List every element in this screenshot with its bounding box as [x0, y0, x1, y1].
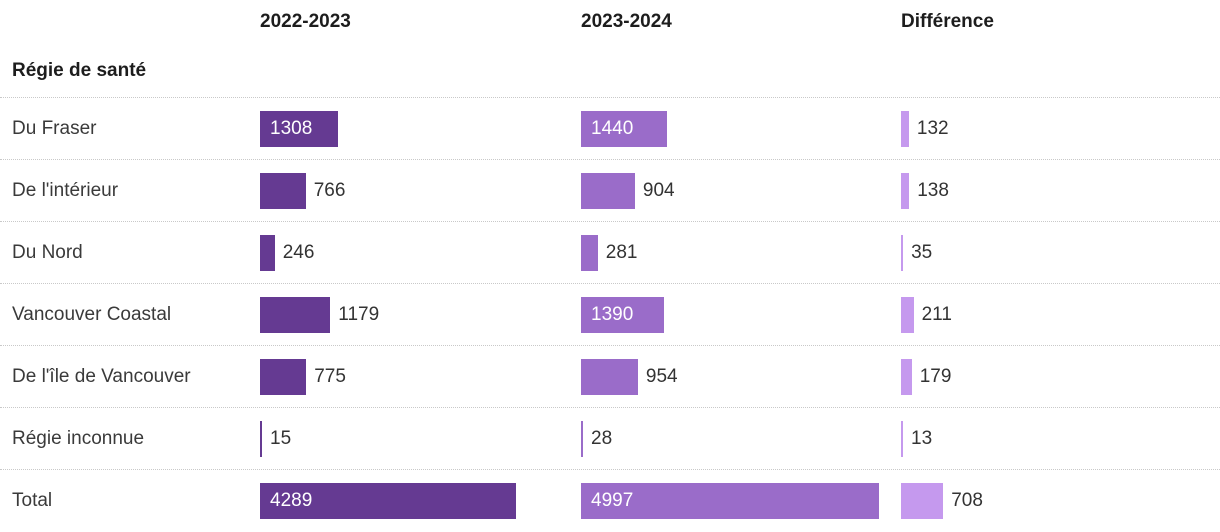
bar-value-2022-2023: 775 [314, 365, 346, 387]
bar-2022-2023 [260, 420, 262, 457]
bar-cell-2023-2024: 1390 [581, 284, 901, 345]
bar-2022-2023 [260, 296, 331, 333]
bar-2023-2024: 1440 [581, 110, 667, 147]
table-row: De l'intérieur 766 904 138 [0, 159, 1220, 221]
bar-value-difference: 211 [921, 303, 952, 325]
bar-cell-difference: 211 [901, 284, 1220, 345]
bar-value-difference: 708 [951, 490, 983, 511]
bar-value-2023-2024: 1440 [591, 117, 634, 139]
bar-value-2022-2023: 766 [313, 179, 346, 201]
table-row: De l'île de Vancouver 775 954 179 [0, 345, 1220, 407]
table-row: Du Nord 246 281 35 [0, 221, 1220, 283]
table-row: Vancouver Coastal 1179 1390 211 [0, 283, 1220, 345]
bar-value-difference: 138 [917, 179, 949, 201]
bar-2022-2023 [260, 172, 306, 209]
row-label: Total [12, 490, 53, 511]
bar-cell-2022-2023: 246 [260, 222, 581, 283]
bar-cell-difference: 138 [901, 160, 1220, 221]
bar-difference [901, 172, 910, 209]
bar-cell-difference: 179 [901, 346, 1220, 407]
column-header-2022-2023: 2022-2023 [260, 11, 351, 32]
bar-value-2022-2023: 1179 [338, 303, 380, 325]
bar-difference [901, 234, 904, 271]
bar-2023-2024 [581, 420, 583, 457]
group-header-label: Régie de santé [12, 59, 147, 81]
bar-value-difference: 35 [911, 241, 933, 263]
bar-difference [901, 296, 914, 333]
bar-value-2022-2023: 1308 [270, 117, 313, 139]
bar-cell-difference: 708 [901, 470, 1220, 532]
bar-value-difference: 179 [919, 365, 952, 387]
bar-2022-2023: 1308 [260, 110, 338, 147]
row-label: Du Fraser [12, 117, 97, 139]
row-label: Du Nord [12, 241, 83, 263]
bar-cell-2023-2024: 281 [581, 222, 901, 283]
bar-2023-2024 [581, 358, 638, 395]
row-label: Vancouver Coastal [12, 303, 172, 325]
bar-difference [901, 483, 944, 519]
bar-cell-2023-2024: 954 [581, 346, 901, 407]
bar-2022-2023 [260, 234, 275, 271]
bar-difference [901, 358, 912, 395]
table-row: Régie inconnue 15 28 13 [0, 407, 1220, 469]
bar-value-2022-2023: 15 [270, 427, 292, 449]
row-label: De l'île de Vancouver [12, 365, 191, 387]
bar-value-2023-2024: 954 [645, 365, 678, 387]
bar-value-2023-2024: 28 [591, 427, 613, 449]
bar-cell-2023-2024: 1440 [581, 98, 901, 159]
column-header-row: 2022-2023 2023-2024 Différence [0, 0, 1220, 44]
bar-value-2022-2023: 246 [282, 241, 315, 263]
bar-2023-2024: 1390 [581, 296, 664, 333]
bar-cell-2022-2023: 15 [260, 408, 581, 469]
row-label: De l'intérieur [12, 179, 119, 201]
column-header-difference: Différence [901, 11, 994, 32]
bar-cell-2023-2024: 28 [581, 408, 901, 469]
bar-value-2023-2024: 1390 [591, 303, 634, 325]
bar-cell-2022-2023: 4289 [260, 470, 581, 532]
bar-cell-2023-2024: 4997 [581, 470, 901, 532]
bar-cell-difference: 13 [901, 408, 1220, 469]
bar-value-2022-2023: 4289 [270, 490, 313, 511]
group-header-row: Régie de santé [0, 44, 1220, 97]
bar-value-2023-2024: 904 [642, 179, 675, 201]
bar-difference [901, 110, 909, 147]
table-row: Du Fraser 1308 1440 132 [0, 97, 1220, 159]
bar-value-2023-2024: 4997 [591, 490, 634, 511]
bar-value-difference: 13 [911, 427, 933, 449]
bar-cell-2022-2023: 775 [260, 346, 581, 407]
table-body: Du Fraser 1308 1440 132 De l'intérieur 7… [0, 97, 1220, 532]
bar-cell-difference: 132 [901, 98, 1220, 159]
table-row: Total 4289 4997 708 [0, 469, 1220, 532]
bar-cell-difference: 35 [901, 222, 1220, 283]
bar-2023-2024 [581, 172, 635, 209]
row-label: Régie inconnue [12, 427, 145, 449]
column-header-2023-2024: 2023-2024 [581, 11, 672, 32]
bar-2023-2024: 4997 [581, 483, 879, 519]
bar-2022-2023: 4289 [260, 483, 516, 519]
bar-2023-2024 [581, 234, 598, 271]
bar-cell-2022-2023: 1308 [260, 98, 581, 159]
bar-cell-2023-2024: 904 [581, 160, 901, 221]
bar-value-2023-2024: 281 [605, 241, 638, 263]
bar-value-difference: 132 [916, 117, 949, 139]
bar-cell-2022-2023: 766 [260, 160, 581, 221]
bar-cell-2022-2023: 1179 [260, 284, 581, 345]
bar-difference [901, 420, 903, 457]
bar-2022-2023 [260, 358, 307, 395]
